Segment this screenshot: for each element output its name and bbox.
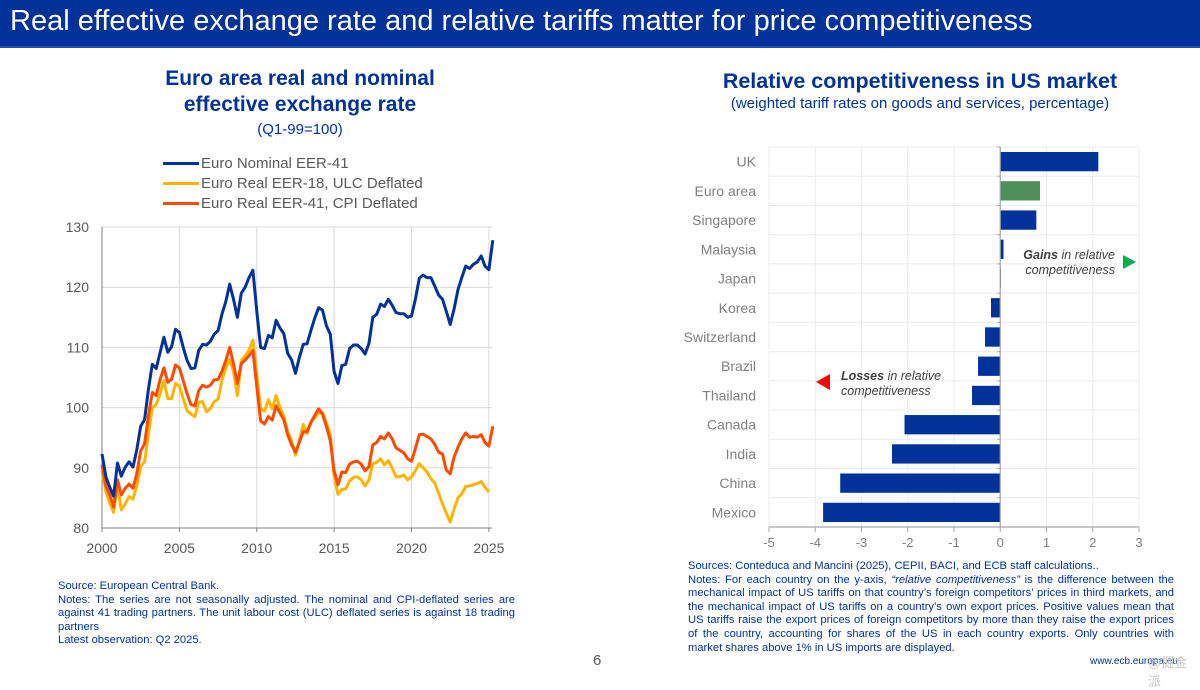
x-tick-label: 0 (997, 535, 1004, 550)
line-chart-legend: Euro Nominal EER-41 Euro Real EER-18, UL… (163, 153, 423, 213)
category-label: Malaysia (701, 241, 756, 257)
right-sources: Sources: Conteduca and Mancini (2025), C… (688, 560, 1099, 572)
x-tick-label: -3 (856, 535, 868, 550)
slide-title: Real effective exchange rate and relativ… (10, 5, 1033, 37)
bar-singapore (1000, 210, 1037, 230)
x-tick-label: 2025 (473, 540, 504, 556)
bar-china (840, 473, 1001, 493)
left-source: Source: European Central Bank. (58, 580, 220, 592)
x-tick-label: -5 (763, 535, 775, 550)
x-tick-label: 1 (1043, 535, 1050, 550)
y-tick-label: 80 (73, 520, 89, 536)
y-tick-label: 110 (67, 339, 90, 355)
left-notes-text: Notes: The series are not seasonally adj… (58, 593, 515, 633)
bar-malaysia (1000, 239, 1004, 259)
x-tick-label: -2 (902, 535, 914, 550)
y-tick-label: 100 (66, 400, 90, 416)
category-label: Japan (718, 271, 756, 287)
watermark: @掘金派 (1148, 655, 1188, 689)
category-label: UK (737, 154, 757, 170)
category-label: Singapore (692, 212, 756, 228)
slide-header: Real effective exchange rate and relativ… (0, 0, 1200, 48)
series-line-ulc (100, 338, 491, 524)
x-tick-label: -4 (809, 535, 821, 550)
right-notes-prefix: Notes: For each country on the y-axis, (688, 573, 892, 586)
series-line-nominal (100, 240, 495, 498)
x-tick-label: 2000 (86, 540, 117, 556)
series-line-cpi (100, 345, 495, 509)
line-chart: 80 90 100 110 120 130 2000 2005 2010 2015 2020 2025 (66, 219, 505, 556)
legend-label-cpi: Euro Real EER-41, CPI Deflated (201, 194, 418, 212)
losses-annotation: Losses in relative competitiveness (841, 369, 971, 399)
bar-india (892, 444, 1001, 464)
losses-arrow-icon (816, 374, 830, 390)
legend-label-ulc: Euro Real EER-18, ULC Deflated (201, 174, 423, 192)
y-tick-label: 130 (66, 219, 90, 235)
legend-item-ulc: Euro Real EER-18, ULC Deflated (163, 173, 423, 193)
losses-bold: Losses (841, 369, 885, 383)
category-label: Euro area (695, 183, 757, 199)
legend-swatch-ulc (163, 181, 199, 185)
legend-item-nominal: Euro Nominal EER-41 (163, 153, 423, 173)
gains-bold: Gains (1023, 248, 1059, 262)
right-chart-title: Relative competitiveness in US market (722, 69, 1118, 93)
x-tick-label: 3 (1135, 535, 1142, 550)
gains-text-2: competitiveness (1025, 263, 1115, 277)
left-chart-subtitle: (Q1-99=100) (257, 121, 343, 138)
category-label: Thailand (702, 387, 756, 403)
bar-canada (904, 415, 1001, 435)
right-notes-text: Notes: For each country on the y-axis, “… (688, 574, 1174, 656)
left-chart-title-line1: Euro area real and nominal (165, 67, 435, 90)
bar-chart: -5 -4 -3 -2 -1 0 1 2 3 UK Euro area Singapore Malays… (684, 146, 1143, 550)
bar-euro-area (1000, 181, 1041, 201)
left-chart-title-line2: effective exchange rate (183, 93, 417, 116)
legend-item-cpi: Euro Real EER-41, CPI Deflated (163, 193, 423, 213)
y-tick-label: 90 (73, 460, 89, 476)
category-label: China (719, 475, 756, 491)
x-tick-label: 2 (1089, 535, 1096, 550)
legend-swatch-cpi (163, 201, 199, 205)
bar-uk (1000, 151, 1099, 172)
category-label: Switzerland (684, 329, 756, 345)
x-tick-label: 2020 (396, 540, 427, 556)
right-chart-subtitle: (weighted tariff rates on goods and serv… (730, 95, 1110, 112)
x-tick-label: -1 (948, 535, 960, 550)
right-notes-italic: “relative competitiveness” (891, 573, 1020, 586)
right-notes-suffix: is the difference between the mechanical… (688, 573, 1175, 654)
x-tick-label: 2005 (164, 540, 195, 556)
bar-mexico (823, 502, 1001, 523)
losses-text-1: in relative (884, 369, 942, 383)
legend-label-nominal: Euro Nominal EER-41 (201, 154, 349, 172)
gains-annotation: Gains in relative competitiveness (1015, 248, 1115, 278)
gains-text-1: in relative (1058, 248, 1115, 262)
gains-arrow-icon (1123, 255, 1136, 269)
losses-text-2: competitiveness (841, 384, 931, 398)
category-label: Mexico (712, 504, 757, 520)
x-tick-label: 2010 (241, 540, 272, 556)
category-label: Brazil (721, 358, 756, 374)
category-label: Canada (707, 417, 756, 433)
page-number: 6 (593, 652, 602, 669)
left-latest-observation: Latest observation: Q2 2025. (58, 634, 202, 647)
right-notes: Sources: Conteduca and Mancini (2025), C… (688, 560, 1174, 655)
bar-thailand (972, 385, 1001, 406)
y-tick-label: 120 (66, 279, 90, 295)
ecb-url-link[interactable]: www.ecb.europa.eu (1090, 656, 1178, 667)
bar-switzerland (984, 327, 1001, 347)
bar-korea (991, 298, 1001, 318)
left-notes: Source: European Central Bank. Notes: Th… (58, 580, 515, 648)
left-chart-title: Euro area real and nominal effective exc… (80, 66, 520, 118)
category-label: India (726, 446, 757, 462)
category-label: Korea (719, 300, 757, 316)
x-tick-label: 2015 (319, 540, 350, 556)
legend-swatch-nominal (163, 161, 199, 165)
bar-brazil (978, 356, 1001, 376)
